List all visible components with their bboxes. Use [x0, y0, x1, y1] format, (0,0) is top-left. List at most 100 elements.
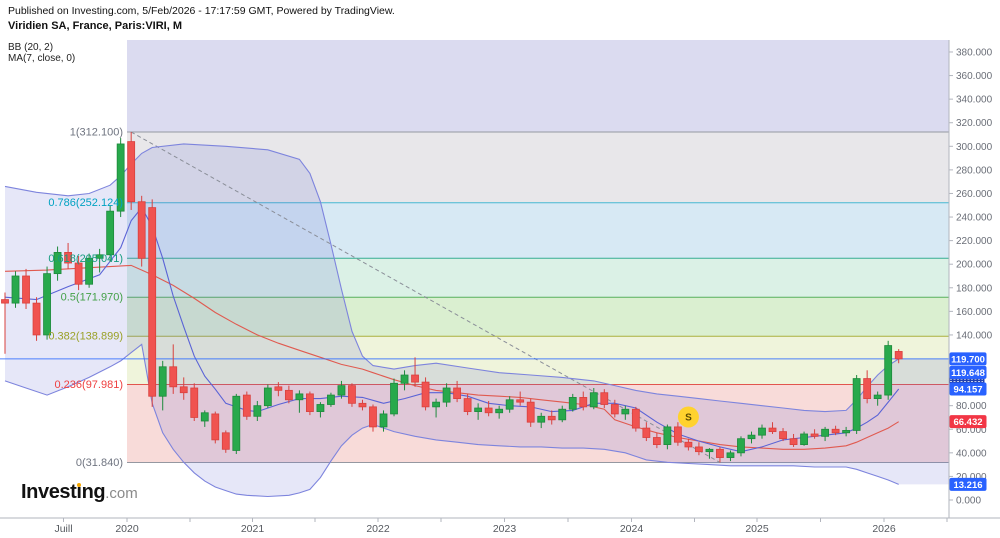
fib-zone — [127, 40, 949, 133]
price-axis-label: 60.000 — [956, 425, 987, 436]
candle-body — [526, 401, 535, 423]
indicator-bb-label: BB (20, 2) — [8, 42, 54, 53]
candle-body — [369, 406, 377, 428]
fib-label: 0(31.840) — [76, 457, 123, 469]
candle-body — [442, 387, 451, 403]
price-badge-label: 119.648 — [951, 368, 985, 379]
price-badge-label: 66.432 — [953, 417, 982, 428]
candle-body — [22, 275, 30, 304]
price-axis-label: 160.000 — [956, 307, 993, 318]
candle-body — [758, 427, 766, 436]
candle-body — [85, 257, 94, 285]
candle-body — [127, 141, 136, 203]
candle-body — [474, 407, 483, 412]
candle-body — [95, 254, 104, 259]
price-axis-label: 260.000 — [956, 189, 993, 200]
candle-body — [379, 413, 388, 428]
symbol-title: Viridien SA, France, Paris:VIRI, M — [8, 20, 183, 32]
fib-label: 0.5(171.970) — [61, 292, 123, 304]
candle-body — [495, 408, 504, 414]
price-axis-hotspot[interactable] — [949, 40, 1000, 518]
investing-logo: Investı ng.com — [21, 481, 138, 504]
candle-body — [11, 275, 20, 304]
candle-body — [884, 345, 893, 396]
price-badge-label: 13.216 — [953, 480, 982, 491]
candle-body — [505, 399, 514, 410]
candle-body — [295, 393, 304, 401]
candle-body — [211, 413, 220, 441]
candle-body — [53, 252, 62, 275]
candle-body — [673, 426, 682, 443]
fib-zone — [127, 132, 949, 203]
price-badge-bb-basis: 66.432 — [949, 415, 987, 429]
price-badge-ma7: 94.157 — [949, 382, 987, 396]
candle-body — [779, 431, 787, 440]
candle-body — [873, 394, 882, 400]
candle-body — [621, 408, 630, 415]
time-axis-hotspot[interactable] — [0, 518, 1000, 538]
split-marker-icon[interactable] — [677, 406, 699, 428]
candle-body — [137, 201, 146, 259]
price-badge-bb-upper: 119.648 — [949, 365, 987, 379]
candle-body — [43, 273, 51, 336]
candle-body — [453, 387, 462, 400]
candle-body — [589, 392, 598, 408]
candle-body — [652, 437, 661, 445]
candle-body — [327, 394, 335, 405]
candle-body — [432, 401, 440, 408]
fib-zone — [127, 297, 949, 337]
price-axis-label: 140.000 — [956, 330, 993, 341]
candle-body — [842, 430, 851, 434]
bollinger-upper-line — [4, 143, 899, 413]
fib-label: 0.618(205.041) — [48, 253, 123, 265]
price-axis-label: 240.000 — [956, 213, 993, 224]
candle-body — [642, 427, 651, 438]
split-marker-label: S — [685, 412, 692, 423]
logo-text2: ng — [81, 481, 106, 503]
candle-body — [579, 397, 588, 408]
price-axis-label: 20.000 — [956, 472, 987, 483]
candle-body — [421, 381, 430, 408]
candle-body — [663, 426, 672, 445]
indicator-ma-label: MA(7, close, 0) — [8, 53, 76, 64]
candle-body — [789, 438, 798, 445]
time-axis-label: 2025 — [745, 523, 769, 535]
logo-i: ı — [76, 481, 82, 503]
candle-body — [852, 378, 861, 431]
candle-body — [200, 412, 209, 422]
candle-body — [190, 387, 199, 418]
candle-body — [337, 385, 346, 396]
candle-body — [358, 402, 367, 408]
candle-body — [400, 374, 409, 384]
candle-body — [547, 415, 556, 421]
candle-body — [631, 408, 640, 429]
logo-orange-dot-icon — [77, 482, 82, 487]
candle-body — [716, 448, 724, 458]
price-axis-label: 340.000 — [956, 95, 993, 106]
candle-body — [747, 434, 756, 440]
candle-body — [74, 262, 83, 285]
candle-body — [810, 433, 819, 437]
price-axis-label: 80.000 — [956, 401, 987, 412]
candle-body — [558, 408, 567, 421]
price-axis-label: 180.000 — [956, 283, 993, 294]
candle-body — [390, 382, 398, 415]
time-axis-label: 2023 — [493, 523, 517, 535]
plot-area[interactable]: S — [0, 40, 949, 498]
published-line: Published on Investing.com, 5/Feb/2026 -… — [8, 5, 395, 17]
logo-tld: .com — [105, 485, 138, 502]
candle-body — [64, 252, 72, 264]
candle-body — [306, 393, 314, 412]
candle-body — [737, 438, 745, 454]
time-axis-label: 2026 — [872, 523, 896, 535]
candle-body — [263, 387, 272, 407]
price-axis-label: 300.000 — [956, 142, 993, 153]
time-axis-label: 2024 — [620, 523, 644, 535]
price-badge-label: 119.700 — [951, 354, 985, 365]
candle-body — [148, 207, 157, 397]
clipped-badge — [949, 377, 985, 384]
candle-body — [610, 404, 619, 415]
candle-body — [316, 404, 325, 412]
